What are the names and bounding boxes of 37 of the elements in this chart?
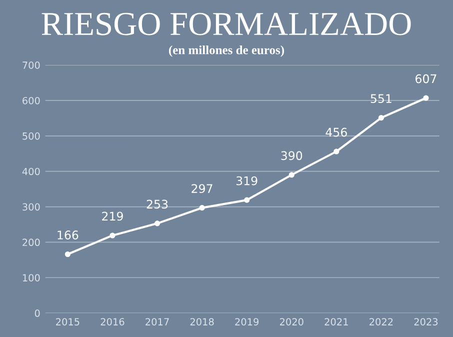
y-tick-label: 0 bbox=[34, 310, 40, 317]
y-tick-label: 600 bbox=[22, 96, 40, 104]
chart-subtitle: (en millones de euros) bbox=[169, 45, 284, 57]
data-label: 390 bbox=[281, 151, 302, 160]
point bbox=[288, 172, 294, 178]
data-label: 297 bbox=[192, 184, 212, 194]
point bbox=[244, 197, 250, 203]
y-tick-label: 100 bbox=[22, 274, 40, 282]
point bbox=[64, 251, 70, 258]
x-tick-label: 2021 bbox=[324, 318, 348, 326]
y-tick-label: 700 bbox=[22, 62, 40, 69]
x-tick-label: 2015 bbox=[56, 318, 80, 326]
data-label: 219 bbox=[102, 212, 123, 221]
x-tick-label: 2023 bbox=[414, 318, 438, 326]
point bbox=[334, 148, 340, 154]
y-tick-label: 300 bbox=[22, 203, 40, 211]
point bbox=[423, 95, 429, 101]
point bbox=[110, 232, 116, 238]
data-label: 607 bbox=[416, 74, 436, 84]
point bbox=[154, 220, 160, 226]
y-tick-label: 400 bbox=[22, 168, 40, 176]
data-label: 166 bbox=[58, 230, 78, 240]
x-tick-label: 2016 bbox=[100, 318, 124, 326]
x-tick-label: 2019 bbox=[235, 318, 259, 326]
data-label: 319 bbox=[236, 176, 258, 186]
x-tick-label: 2018 bbox=[190, 318, 214, 326]
x-tick-label: 2017 bbox=[146, 318, 169, 326]
chart-title: RIESGO FORMALIZADO bbox=[42, 12, 411, 36]
y-tick-label: 500 bbox=[22, 132, 40, 140]
y-tick-label: 200 bbox=[22, 238, 40, 246]
point bbox=[199, 205, 205, 211]
data-label: 456 bbox=[326, 128, 347, 137]
data-label: 551 bbox=[370, 94, 392, 104]
point bbox=[378, 115, 384, 121]
x-tick-label: 2022 bbox=[370, 318, 393, 326]
data-label: 253 bbox=[146, 200, 168, 209]
x-tick-label: 2020 bbox=[280, 318, 304, 326]
